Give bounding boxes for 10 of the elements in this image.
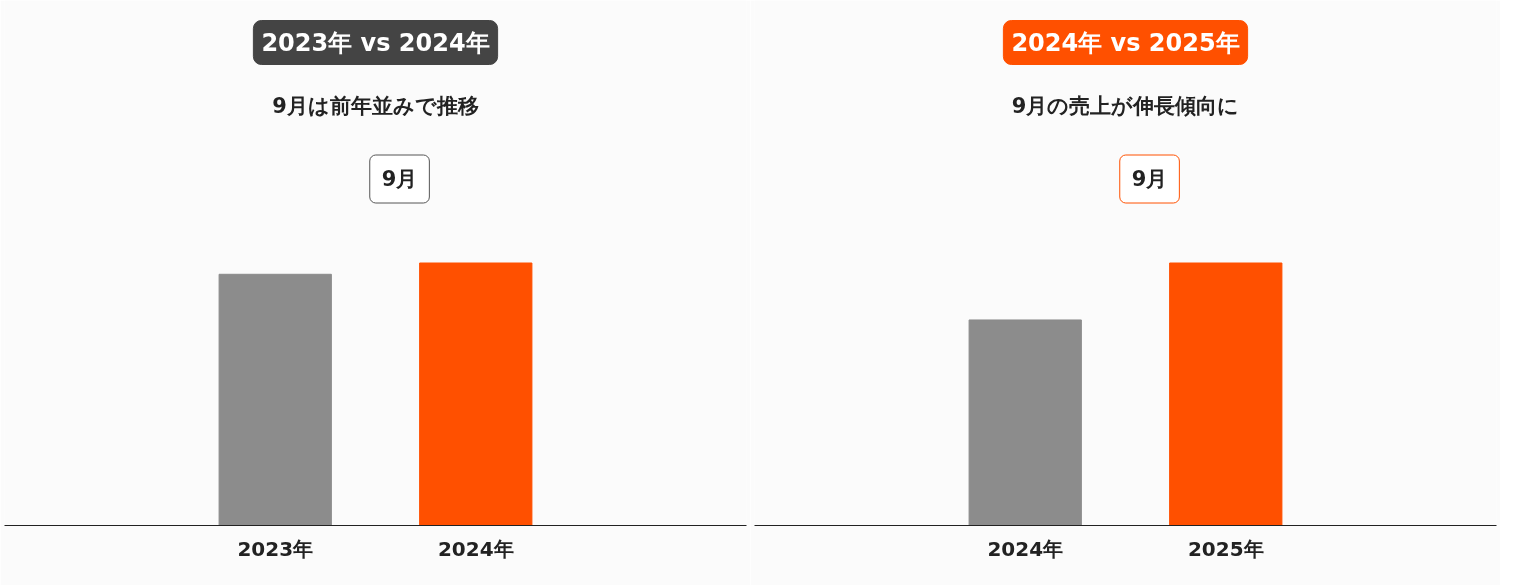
x-tick-label: 2024年 xyxy=(987,536,1064,561)
x-tick-label: 2025年 xyxy=(1187,536,1264,561)
x-tick-label: 2023年 xyxy=(237,536,314,561)
chart-subtitle: 9月の売上が伸長傾向に xyxy=(1011,93,1240,118)
chart-subtitle: 9月は前年並みで推移 xyxy=(272,93,479,118)
text: 9月 xyxy=(1131,167,1168,191)
chart-title: 2023年 vs 2024年 xyxy=(261,28,490,57)
x-tick-label: 2024年 xyxy=(437,536,514,561)
text: 9月 xyxy=(381,167,418,191)
chart-title: 2024年 vs 2025年 xyxy=(1011,28,1240,57)
